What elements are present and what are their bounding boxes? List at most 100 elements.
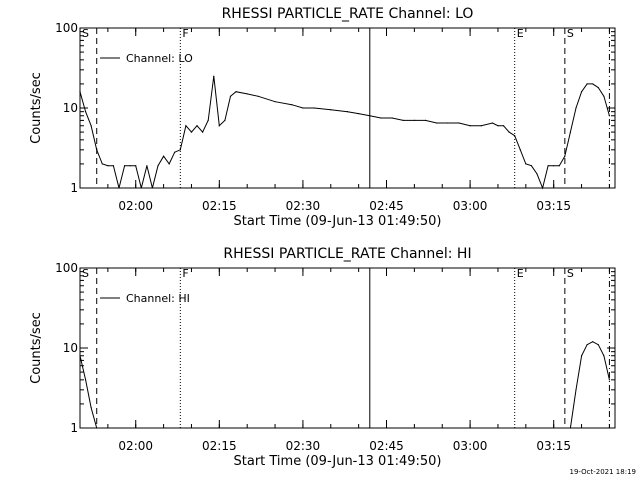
chart-lo-data-point xyxy=(530,165,533,167)
chart-hi-y-axis-label: Counts/sec xyxy=(29,312,44,384)
chart-hi-data-point xyxy=(592,341,594,343)
chart-hi-data-point xyxy=(586,344,588,346)
chart-hi-y-tick-label: 10 xyxy=(63,341,78,355)
chart-lo-x-axis-label: Start Time (09-Jun-13 01:49:50) xyxy=(234,214,442,229)
chart-lo-data-point xyxy=(129,165,131,167)
chart-lo-data-point xyxy=(603,95,605,97)
chart-lo-data-point xyxy=(135,165,137,167)
chart-hi-title: RHESSI PARTICLE_RATE Channel: HI xyxy=(223,246,471,262)
chart-lo-data-point xyxy=(190,131,193,133)
chart-lo-data-point xyxy=(118,187,120,189)
chart-hi-marker-label: S xyxy=(567,267,574,280)
chart-lo-data-point xyxy=(140,187,142,189)
chart-lo-data-point xyxy=(447,122,449,124)
chart-lo-data-point xyxy=(302,107,304,109)
chart-lo-data-point xyxy=(101,163,103,165)
chart-lo-data-point xyxy=(508,131,510,133)
chart-lo-data-point xyxy=(541,187,544,189)
chart-lo-data-point xyxy=(213,75,215,77)
chart-hi-data-point xyxy=(575,389,577,391)
chart-lo-data-point xyxy=(157,165,159,167)
chart-lo-data-point xyxy=(112,165,115,167)
chart-lo-data-point xyxy=(558,165,560,167)
chart-hi-data-point xyxy=(79,355,81,357)
chart-lo-data-point xyxy=(346,111,349,113)
chart-lo-data-point xyxy=(380,117,382,119)
chart-lo-data-point xyxy=(564,155,566,157)
chart-lo-x-tick-label: 03:00 xyxy=(453,199,488,213)
chart-lo-data-point xyxy=(586,83,588,85)
chart-lo-data-point xyxy=(235,91,237,93)
chart-lo-data-point xyxy=(174,151,176,153)
chart-lo-title: RHESSI PARTICLE_RATE Channel: LO xyxy=(222,6,474,22)
chart-lo-data-point xyxy=(224,119,226,121)
chart-hi-data-point xyxy=(90,406,92,409)
chart-lo-y-tick-label: 10 xyxy=(63,101,78,115)
chart-lo-data-point xyxy=(502,125,505,127)
chart-lo-data-point xyxy=(458,122,460,124)
chart-hi-series-line xyxy=(79,355,98,429)
chart-lo-y-axis-label: Counts/sec xyxy=(29,72,44,144)
chart-lo-marker-label: S xyxy=(82,27,89,40)
chart-lo-data-point xyxy=(229,95,232,97)
chart-lo-legend-label: Channel: LO xyxy=(126,52,193,65)
chart-hi-marker-label: F xyxy=(182,267,188,280)
chart-lo-x-tick-label: 02:45 xyxy=(369,199,404,213)
chart-lo-data-point xyxy=(274,101,276,103)
chart-hi-data-point xyxy=(597,344,599,346)
chart-lo-x-tick-label: 02:30 xyxy=(286,199,321,213)
chart-lo-data-point xyxy=(168,163,170,165)
chart-lo-data-point xyxy=(162,155,165,157)
chart-hi-data-point xyxy=(603,355,605,357)
chart-hi-x-tick-label: 02:45 xyxy=(369,439,404,453)
chart-lo-data-point xyxy=(218,125,220,127)
chart-hi-legend-label: Channel: HI xyxy=(126,292,190,305)
chart-lo-data-point xyxy=(413,119,415,121)
chart-lo-data-point xyxy=(436,122,438,124)
chart-hi-x-tick-label: 03:00 xyxy=(453,439,488,453)
chart-hi-x-tick-label: 03:15 xyxy=(536,439,571,453)
chart-lo-marker-label: S xyxy=(567,27,574,40)
chart-lo-data-point xyxy=(597,86,599,89)
chart-hi-y-tick-label: 100 xyxy=(55,261,78,275)
chart-lo-data-point xyxy=(491,122,493,124)
chart-lo-x-tick-label: 02:15 xyxy=(202,199,237,213)
chart-hi-marker-label: E xyxy=(517,267,524,280)
chart-lo-data-point xyxy=(553,165,555,167)
chart-lo-data-point xyxy=(391,117,393,119)
chart-lo-data-point xyxy=(402,119,404,121)
chart-hi-x-tick-label: 02:15 xyxy=(202,439,237,453)
chart-lo-data-point xyxy=(536,173,538,175)
chart-hi-x-tick-label: 02:00 xyxy=(118,439,153,453)
chart-lo-data-point xyxy=(592,83,594,85)
chart-hi-data-point xyxy=(569,427,572,429)
chart-lo-y-tick-label: 100 xyxy=(55,21,78,35)
chart-lo-data-point xyxy=(207,119,209,121)
chart-lo-data-point xyxy=(580,91,583,93)
chart-lo-data-point xyxy=(480,125,482,127)
chart-hi-data-point xyxy=(96,427,98,429)
chart-lo-data-point xyxy=(497,125,499,127)
chart-lo-data-point xyxy=(525,163,527,165)
chart-lo-data-point xyxy=(257,95,259,97)
chart-panel-hi: RHESSI PARTICLE_RATE Channel: HI 1 10 100 02… xyxy=(29,246,616,469)
chart-lo-data-point xyxy=(107,165,109,167)
chart-lo-series-line xyxy=(79,76,610,190)
chart-lo-marker-label: E xyxy=(517,27,524,40)
chart-hi-data-point xyxy=(84,379,87,381)
chart-lo-data-point xyxy=(84,111,87,113)
chart-lo-data-point xyxy=(569,131,572,133)
chart-lo-data-point xyxy=(146,165,148,167)
timestamp-footer: 19-Oct-2021 18:19 xyxy=(570,468,636,476)
chart-lo-data-point xyxy=(608,115,611,117)
chart-lo-x-tick-label: 03:15 xyxy=(536,199,571,213)
chart-lo-data-point xyxy=(179,149,181,151)
chart-hi-series-line xyxy=(569,341,610,429)
chart-hi-marker-label: S xyxy=(82,267,89,280)
chart-hi-y-tick-label: 1 xyxy=(70,421,78,435)
chart-lo-data-point xyxy=(90,125,92,127)
chart-lo-data-point xyxy=(123,165,126,167)
chart-lo-data-point xyxy=(330,109,332,111)
chart-lo-data-point xyxy=(469,125,471,127)
